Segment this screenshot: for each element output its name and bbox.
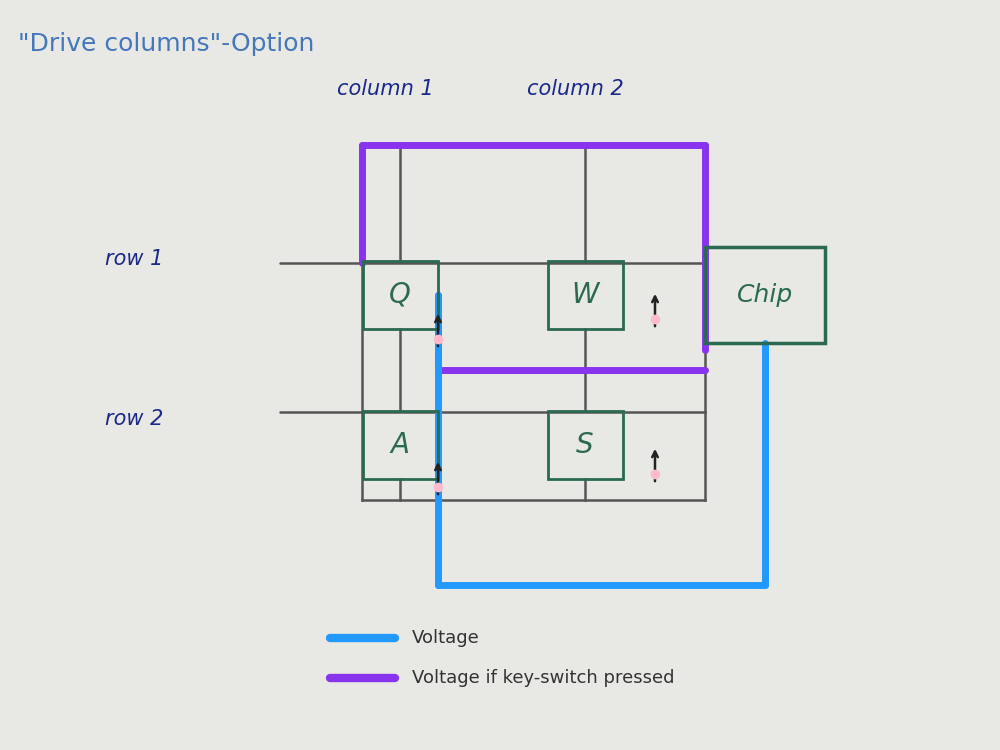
Text: Voltage: Voltage [412, 629, 480, 647]
Bar [705, 247, 825, 343]
Bar [548, 261, 622, 329]
Text: Q: Q [389, 281, 411, 309]
Bar [362, 411, 438, 479]
Bar [362, 261, 438, 329]
Text: column 1: column 1 [337, 79, 433, 99]
Text: "Drive columns"-Option: "Drive columns"-Option [18, 32, 314, 56]
Text: W: W [571, 281, 599, 309]
Text: column 2: column 2 [527, 79, 623, 99]
Text: S: S [576, 431, 594, 459]
Text: Voltage if key-switch pressed: Voltage if key-switch pressed [412, 669, 674, 687]
Text: row 2: row 2 [105, 409, 163, 429]
Text: Chip: Chip [737, 283, 793, 307]
Text: row 1: row 1 [105, 249, 163, 269]
Bar [548, 411, 622, 479]
Text: A: A [390, 431, 410, 459]
